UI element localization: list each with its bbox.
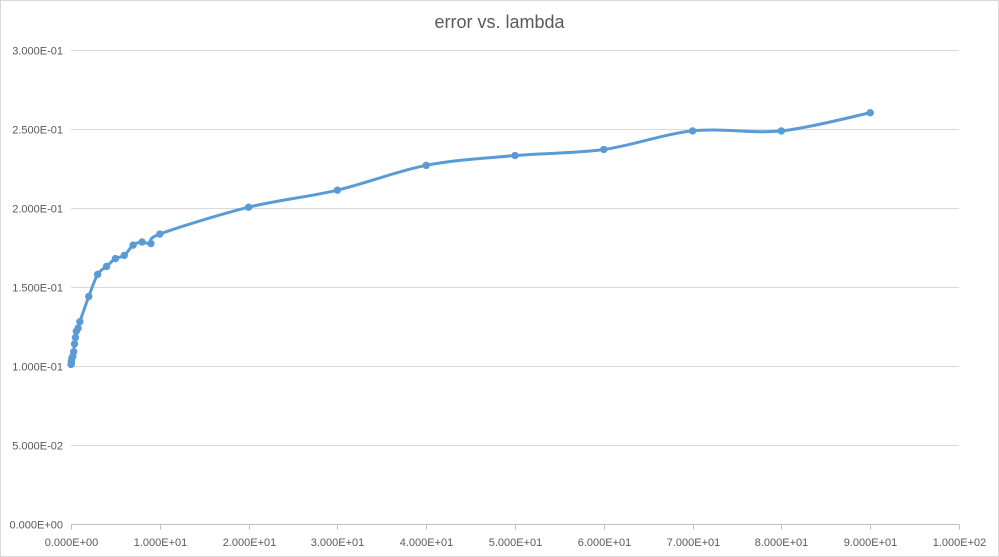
x-tick-label: 7.000E+01 [667,537,721,549]
data-point [69,348,78,356]
x-axis-tick-labels: 0.000E+00 1.000E+01 2.000E+01 3.000E+01 4.00… [45,537,987,549]
x-tick-label: 4.000E+01 [400,537,454,549]
data-point [76,318,84,326]
data-point [866,109,874,117]
x-tick-label: 5.000E+01 [489,537,543,549]
y-axis-tick-labels: 0.000E+00 5.000E-02 1.000E-01 1.500E-01 2.00… [9,46,63,532]
data-point [511,151,519,160]
y-tick-label: 2.000E-01 [12,204,63,216]
data-point [333,186,342,194]
data-point [120,251,128,260]
x-tick-label: 0.000E+00 [45,537,99,549]
data-point [147,239,155,248]
data-point [777,127,786,135]
data-point [156,230,164,238]
y-tick-label: 2.500E-01 [12,125,63,137]
x-tick-label: 2.000E+01 [223,537,277,549]
data-point [111,254,120,263]
data-point [85,292,93,301]
data-point [138,238,146,246]
gridlines [71,50,959,446]
y-tick-label: 5.000E-02 [12,441,63,453]
x-tick-label: 3.000E+01 [311,537,365,549]
y-tick-label: 0.000E+00 [9,520,63,532]
series-line [69,111,872,366]
x-tick-label: 6.000E+01 [578,537,632,549]
x-tick-label: 9.000E+01 [844,537,898,549]
y-tick-label: 1.000E-01 [12,362,63,374]
data-point [600,145,608,154]
data-point [70,340,79,348]
data-point [93,270,102,279]
data-point [422,161,430,170]
x-axis [71,524,960,530]
y-tick-label: 3.000E-01 [12,46,63,58]
x-tick-label: 1.000E+02 [933,537,987,549]
data-point [102,262,111,271]
chart-title: error vs. lambda [434,12,565,32]
series-layer [67,109,874,369]
data-point [71,333,80,342]
y-tick-label: 1.500E-01 [12,283,63,295]
data-point [74,324,82,332]
data-point [129,241,137,249]
data-point [688,127,697,135]
data-point [244,203,253,211]
x-tick-label: 8.000E+01 [755,537,809,549]
x-tick-label: 1.000E+01 [134,537,188,549]
